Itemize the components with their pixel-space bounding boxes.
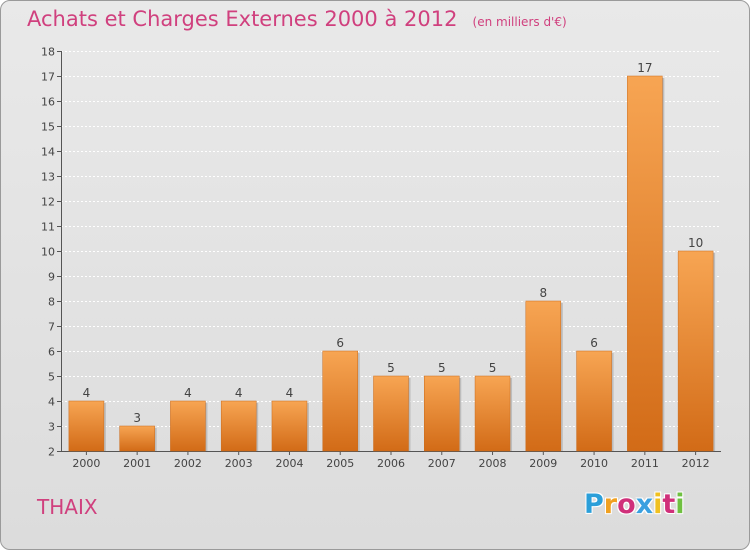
bar-value-label: 8: [539, 286, 547, 300]
chart-subtitle: (en milliers d'€): [472, 15, 567, 29]
bar-value-label: 5: [489, 361, 497, 375]
x-tick-label: 2012: [682, 457, 710, 470]
x-tick-label: 2008: [479, 457, 507, 470]
bar-value-label: 3: [133, 411, 141, 425]
bar-value-label: 5: [387, 361, 395, 375]
chart-title: Achats et Charges Externes 2000 à 2012: [27, 7, 458, 31]
logo-letter: P: [584, 489, 604, 520]
x-tick-label: 2002: [174, 457, 202, 470]
bar-value-label: 4: [286, 386, 294, 400]
x-tick-label: 2006: [377, 457, 405, 470]
bar: [474, 375, 511, 452]
y-tick-label: 15: [41, 121, 55, 134]
x-tick-label: 2010: [580, 457, 608, 470]
y-tick-label: 9: [48, 271, 55, 284]
proxiti-logo[interactable]: Proxiti: [584, 489, 685, 520]
x-tick-label: 2003: [225, 457, 253, 470]
logo-letter: i: [675, 489, 685, 520]
y-tick-label: 3: [48, 421, 55, 434]
x-tick-label: 2001: [123, 457, 151, 470]
y-tick-label: 4: [48, 396, 55, 409]
bar: [677, 250, 714, 452]
bar: [170, 400, 206, 452]
bar: [424, 375, 460, 452]
logo-letter: x: [635, 489, 654, 520]
logo-letter: i: [653, 489, 663, 520]
x-tick-label: 2011: [631, 457, 659, 470]
bar: [271, 400, 308, 452]
title-row: Achats et Charges Externes 2000 à 2012 (…: [27, 7, 567, 31]
bar-value-label: 10: [688, 236, 703, 250]
x-tick-label: 2000: [72, 457, 100, 470]
x-tick-label: 2004: [275, 457, 303, 470]
logo-letter: t: [662, 489, 676, 520]
bar: [525, 300, 562, 452]
logo-letter: r: [603, 489, 618, 520]
y-tick-label: 2: [48, 446, 55, 459]
y-tick-label: 12: [41, 196, 55, 209]
x-tick-label: 2005: [326, 457, 354, 470]
bar-value-label: 4: [83, 386, 91, 400]
y-tick-label: 7: [48, 321, 55, 334]
labels: 2 3 4 5 6 7 8 9 10 11 12 13 14 15 16 17 18 4 2000 3 2001 4 200…: [41, 46, 710, 471]
bar: [220, 400, 257, 452]
x-tick-label: 2009: [529, 457, 557, 470]
y-tick-label: 8: [48, 296, 55, 309]
bar: [322, 350, 358, 452]
y-tick-label: 6: [48, 346, 55, 359]
bar-value-label: 5: [438, 361, 446, 375]
bar: [373, 375, 409, 452]
y-tick-label: 10: [41, 246, 55, 259]
axes: [57, 51, 721, 455]
y-tick-label: 13: [41, 171, 55, 184]
bar-value-label: 6: [336, 336, 344, 350]
bar-value-label: 17: [637, 61, 652, 75]
commune-name: THAIX: [37, 495, 98, 519]
y-tick-label: 16: [41, 96, 55, 109]
x-tick-label: 2007: [428, 457, 456, 470]
bar-value-label: 4: [184, 386, 192, 400]
bar: [119, 425, 155, 452]
y-tick-label: 5: [48, 371, 55, 384]
y-tick-label: 17: [41, 71, 55, 84]
bar: [576, 350, 612, 452]
bar-value-label: 6: [590, 336, 598, 350]
bar: [627, 75, 663, 452]
y-tick-label: 18: [41, 46, 55, 59]
bars: [68, 75, 716, 452]
y-tick-label: 14: [41, 146, 55, 159]
bar: [68, 400, 105, 452]
y-tick-label: 11: [41, 221, 55, 234]
bar-value-label: 4: [235, 386, 243, 400]
logo-letter: o: [617, 489, 636, 520]
